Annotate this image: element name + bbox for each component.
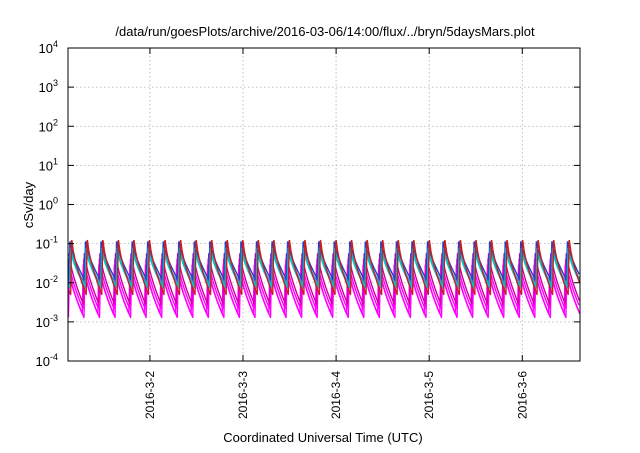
chart-title: /data/run/goesPlots/archive/2016-03-06/1… bbox=[115, 24, 535, 39]
x-axis: 2016-3-2 2016-3-3 2016-3-4 2016-3-5 2016-3-6 bbox=[143, 48, 529, 419]
data-series-line bbox=[68, 239, 581, 296]
y-tick-label: 102 bbox=[39, 117, 58, 134]
x-tick-label: 2016-3-5 bbox=[422, 371, 436, 419]
data-series-line bbox=[68, 253, 581, 306]
y-tick-label: 101 bbox=[39, 156, 58, 173]
y-tick-label: 10-3 bbox=[36, 313, 58, 330]
y-tick-label: 10-1 bbox=[36, 235, 58, 252]
x-tick-label: 2016-3-3 bbox=[236, 371, 250, 419]
y-tick-label: 10-4 bbox=[36, 352, 58, 369]
data-series-line bbox=[68, 251, 580, 289]
y-axis-label: cSv/day bbox=[21, 181, 36, 228]
x-axis-label: Coordinated Universal Time (UTC) bbox=[223, 430, 422, 445]
data-series-line bbox=[67, 270, 580, 319]
y-tick-label: 10-2 bbox=[36, 274, 58, 291]
y-axis: 10-4 10-3 10-2 10-1 100 101 102 103 104 bbox=[36, 39, 580, 369]
data-series-group bbox=[67, 239, 581, 319]
y-tick-label: 104 bbox=[39, 39, 58, 56]
x-tick-label: 2016-3-4 bbox=[329, 371, 343, 419]
x-tick-label: 2016-3-2 bbox=[143, 371, 157, 419]
y-tick-label: 100 bbox=[39, 196, 58, 213]
x-tick-label: 2016-3-6 bbox=[515, 371, 529, 419]
data-series-line bbox=[67, 258, 580, 310]
y-tick-label: 103 bbox=[39, 78, 58, 95]
